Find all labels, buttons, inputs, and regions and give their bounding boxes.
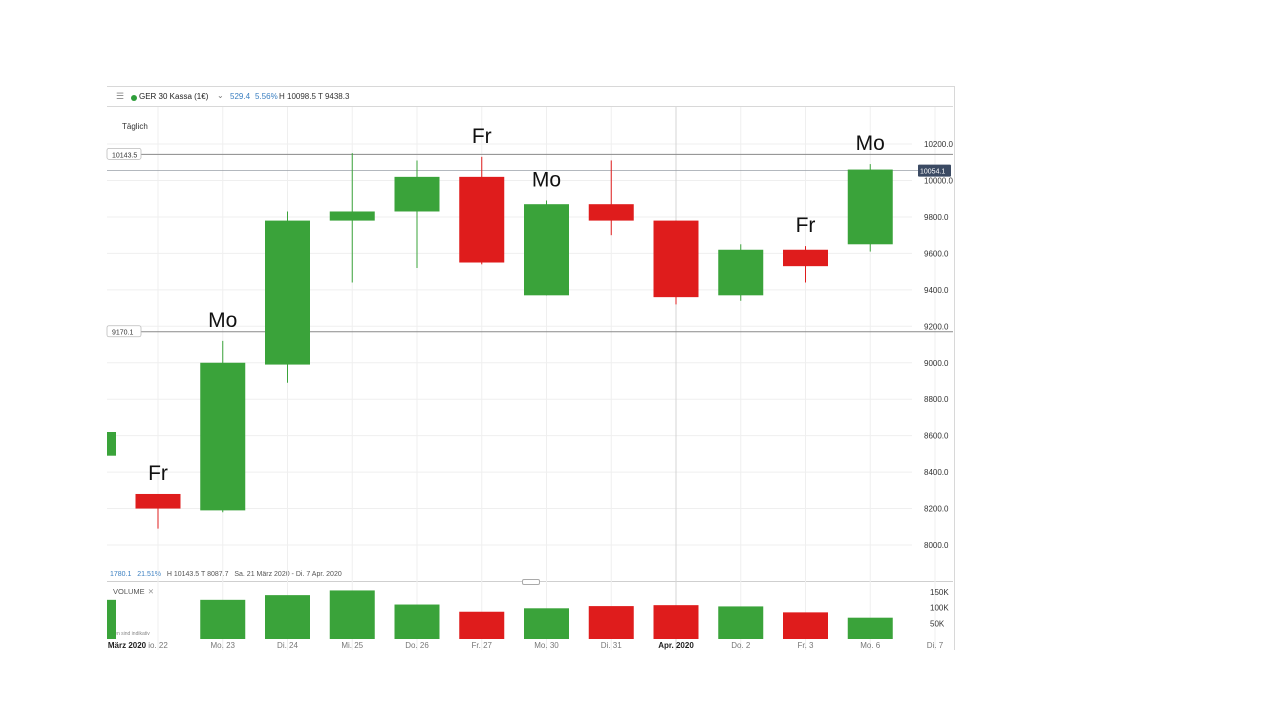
volume-tick-label: 50K [930, 619, 945, 628]
volume-tick-label: 150K [930, 588, 949, 597]
candle-body[interactable] [107, 432, 116, 456]
x-tick-label: Do. 26 [405, 641, 429, 650]
y-tick-label: 9400.0 [924, 286, 949, 295]
instrument-symbol[interactable]: GER 30 Kassa (1€) [139, 92, 209, 101]
disclaimer-text: aten sind indikativ [110, 631, 150, 637]
day-annotation: Fr [148, 462, 168, 485]
range-change: 1780.1 [110, 571, 132, 578]
candle-body[interactable] [847, 169, 893, 245]
candle-body[interactable] [459, 176, 505, 263]
price-change: 529.4 [230, 92, 251, 101]
volume-bar[interactable] [524, 608, 569, 639]
volume-bar[interactable] [718, 606, 764, 639]
pane-resize-handle[interactable] [522, 579, 540, 585]
date-range: Sa. 21 März 2020 - Di. 7 Apr. 2020 [234, 571, 342, 578]
volume-bar[interactable] [107, 599, 116, 639]
timeframe-label[interactable]: Täglich [122, 122, 148, 131]
candle-body[interactable] [524, 204, 569, 296]
price-level-label: 9170.1 [112, 330, 134, 337]
candle-body[interactable] [394, 176, 440, 212]
x-tick-label: Di. 7 [927, 641, 944, 650]
y-tick-label: 8000.0 [924, 541, 949, 550]
x-tick-label: Do. 2 [731, 641, 751, 650]
day-annotation: Fr [796, 214, 816, 237]
chevron-down-icon[interactable]: ⌄ [217, 91, 224, 100]
range-change-percent: 21.51% [137, 571, 162, 578]
y-tick-label: 10000.0 [924, 177, 953, 186]
candle-body[interactable] [200, 362, 246, 511]
candle-body[interactable] [265, 220, 310, 365]
volume-bar[interactable] [588, 606, 634, 639]
candle-body[interactable] [783, 249, 828, 267]
y-tick-label: 9800.0 [924, 213, 949, 222]
volume-pane-label: VOLUME ✕ [113, 587, 154, 596]
volume-bar[interactable] [329, 590, 375, 639]
x-tick-label: Fr. 27 [472, 641, 493, 650]
y-tick-label: 9600.0 [924, 249, 949, 258]
volume-bar[interactable] [394, 604, 440, 639]
range-summary: 1780.1 21.51% H 10143.5 T 8087.7 Sa. 21 … [110, 571, 342, 578]
day-annotations: Fr Mo Fr Mo Fr Mo [148, 125, 885, 485]
x-tick-label: Mi. 25 [341, 641, 363, 650]
price-level-tag[interactable] [106, 147, 142, 160]
last-price-tag [918, 164, 951, 177]
volume-bar[interactable] [847, 617, 893, 639]
last-price-label: 10054.1 [920, 169, 945, 176]
x-tick-label: Di. 24 [277, 641, 298, 650]
volume-bar[interactable] [783, 612, 828, 639]
y-tick-label: 8800.0 [924, 395, 949, 404]
day-annotation: Mo [208, 309, 237, 332]
day-annotation: Mo [532, 169, 561, 192]
candle-body[interactable] [135, 493, 181, 509]
range-high-low: H 10143.5 T 8087.7 [166, 571, 229, 578]
volume-bar[interactable] [459, 611, 505, 639]
y-tick-label: 9000.0 [924, 359, 949, 368]
x-tick-label: März 2020 [108, 641, 147, 650]
price-level-label: 10143.5 [112, 152, 137, 159]
day-annotation: Fr [472, 125, 492, 148]
x-tick-label: Apr. 2020 [658, 641, 694, 650]
volume-bars [107, 590, 893, 639]
x-tick-label: Mo. 30 [534, 641, 559, 650]
close-icon[interactable]: ✕ [147, 587, 154, 596]
instrument-header: ☰ GER 30 Kassa (1€) ⌄ 529.4 5.56% H 1009… [107, 87, 953, 107]
x-tick-label: Di. 31 [601, 641, 622, 650]
y-tick-label: 10200.0 [924, 140, 953, 149]
volume-label-text: VOLUME [113, 587, 145, 596]
volume-bar[interactable] [200, 599, 246, 639]
market-open-dot-icon [131, 95, 137, 101]
y-tick-label: 9200.0 [924, 322, 949, 331]
volume-bar[interactable] [653, 605, 699, 639]
candle-body[interactable] [588, 204, 634, 221]
x-tick-label: Fr. 3 [797, 641, 814, 650]
price-level-tag[interactable] [106, 325, 142, 338]
y-tick-label: 8600.0 [924, 432, 949, 441]
price-change-percent: 5.56% [255, 92, 278, 101]
x-tick-label: Mo. 23 [211, 641, 236, 650]
volume-bar[interactable] [265, 595, 310, 639]
volume-tick-label: 100K [930, 604, 949, 613]
day-annotation: Mo [856, 132, 885, 155]
chart-frame [107, 86, 955, 650]
candle-body[interactable] [329, 211, 375, 221]
axis-labels: 8000.0 8200.0 8400.0 8600.0 8800.0 9000.0 9200… [108, 140, 954, 650]
candle-body[interactable] [653, 220, 699, 298]
x-tick-label: Mo. 6 [860, 641, 881, 650]
menu-icon[interactable]: ☰ [116, 91, 125, 101]
candles [107, 153, 893, 529]
y-tick-label: 8400.0 [924, 468, 949, 477]
horizontal-levels: 10143.5 9170.1 10054.1 [106, 147, 953, 338]
candle-body[interactable] [718, 249, 764, 296]
y-tick-label: 8200.0 [924, 505, 949, 514]
x-tick-label: io. 22 [148, 641, 168, 650]
high-low-readout: H 10098.5 T 9438.3 [279, 92, 350, 101]
